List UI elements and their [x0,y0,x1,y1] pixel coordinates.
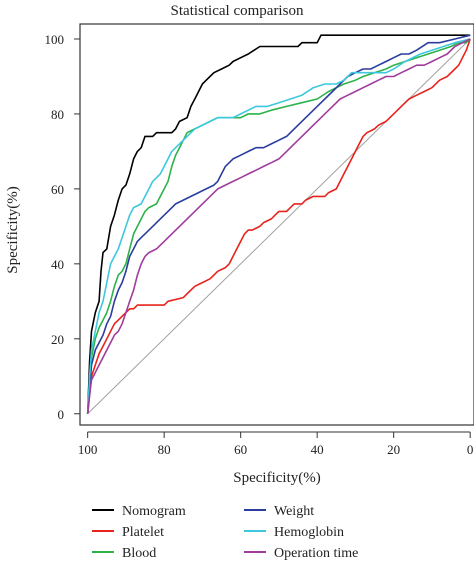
y-tick-label: 60 [51,182,64,197]
legend-label-weight: Weight [274,504,314,519]
y-tick-label: 0 [58,407,65,422]
chart-title: Statistical comparison [171,3,304,19]
plot-frame [79,23,474,426]
x-tick-label: 60 [234,442,247,457]
series-line-nomogram [86,34,471,414]
series-line-weight [86,34,471,414]
x-axis-label: Specificity(%) [233,470,320,486]
legend: Nomogram Platelet Blood Weight Hemoglobin Ope… [92,504,358,561]
series-line-hemoglobin [86,38,471,414]
series-line-blood [86,38,471,414]
y-axis: 0 20 40 60 80 100 [45,32,80,422]
y-axis-label: Specificity(%) [5,186,21,273]
y-tick-label: 40 [51,257,64,272]
series-line-operation-time [86,38,471,414]
x-tick-label: 80 [158,442,171,457]
x-tick-label: 0 [467,442,474,457]
reference-diagonal-line [87,38,471,415]
legend-label-operation-time: Operation time [274,546,358,561]
legend-label-platelet: Platelet [122,525,164,540]
legend-label-hemoglobin: Hemoglobin [274,525,344,540]
series-line-platelet [86,38,471,414]
legend-label-blood: Blood [122,546,156,561]
x-axis: 100 80 60 40 20 0 [78,431,474,457]
x-tick-label: 40 [311,442,324,457]
series-layer [86,34,471,414]
x-tick-label: 100 [78,442,98,457]
legend-label-nomogram: Nomogram [122,504,186,519]
y-tick-label: 80 [51,107,64,122]
y-tick-label: 100 [45,32,65,47]
y-tick-label: 20 [51,332,64,347]
x-tick-label: 20 [387,442,400,457]
